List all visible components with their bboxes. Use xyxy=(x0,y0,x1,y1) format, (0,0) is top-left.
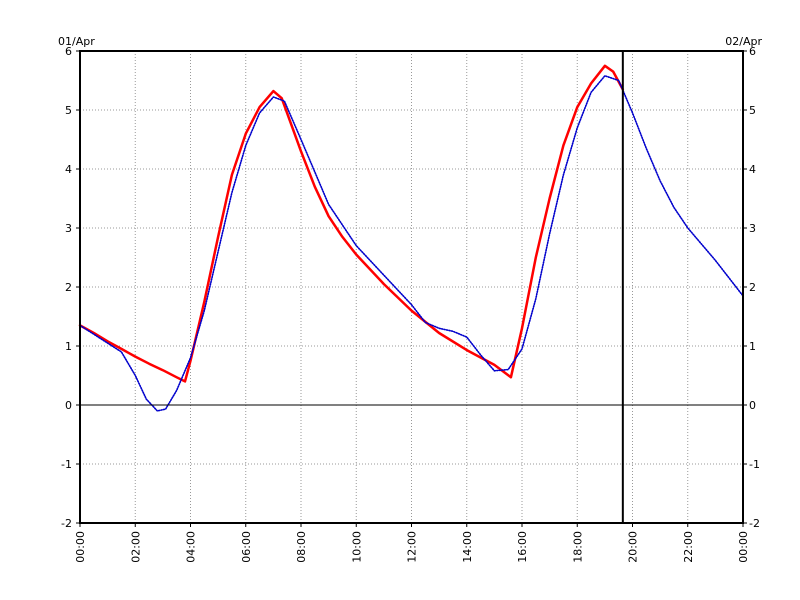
end-date-label: 02/Apr xyxy=(725,35,762,48)
x-tick-label: 22:00 xyxy=(682,531,695,563)
y-tick-label-left: 2 xyxy=(65,281,72,294)
x-tick-label: 08:00 xyxy=(295,531,308,563)
y-tick-label-left: 6 xyxy=(65,45,72,58)
y-tick-label-right: 6 xyxy=(749,45,756,58)
y-tick-label-right: 3 xyxy=(749,222,756,235)
x-tick-label: 00:00 xyxy=(737,531,750,563)
y-tick-label-right: -2 xyxy=(749,517,760,530)
y-tick-label-right: 2 xyxy=(749,281,756,294)
x-tick-label: 14:00 xyxy=(461,531,474,563)
x-tick-label: 02:00 xyxy=(129,531,142,563)
y-tick-label-right: 1 xyxy=(749,340,756,353)
y-tick-label-left: 3 xyxy=(65,222,72,235)
y-tick-label-left: 4 xyxy=(65,163,72,176)
plot-frame xyxy=(79,50,744,524)
x-tick-label: 04:00 xyxy=(185,531,198,563)
series-line-solid xyxy=(78,64,625,383)
axis-layer xyxy=(76,50,747,527)
x-tick-label: 06:00 xyxy=(240,531,253,563)
x-tick-label: 18:00 xyxy=(571,531,584,563)
series-layer xyxy=(78,64,744,412)
x-tick-label: 20:00 xyxy=(627,531,640,563)
start-date-label: 01/Apr xyxy=(58,35,95,48)
y-tick-label-right: -1 xyxy=(749,458,760,471)
y-tick-label-left: 0 xyxy=(65,399,72,412)
x-tick-label: 12:00 xyxy=(406,531,419,563)
label-layer: -2 -2 -1 -1 0 0 1 1 2 2 3 3 4 4 5 5 6 6 00:00 02:00 04:00 06:… xyxy=(61,45,760,563)
y-tick-label-left: -1 xyxy=(61,458,72,471)
y-tick-label-right: 5 xyxy=(749,104,756,117)
y-tick-label-right: 4 xyxy=(749,163,756,176)
x-tick-label: 10:00 xyxy=(350,531,363,563)
y-tick-label-right: 0 xyxy=(749,399,756,412)
y-tick-label-left: 5 xyxy=(65,104,72,117)
x-tick-label: 00:00 xyxy=(74,531,87,563)
x-tick-label: 16:00 xyxy=(516,531,529,563)
y-tick-label-left: 1 xyxy=(65,340,72,353)
series-line-dotted xyxy=(79,75,744,412)
grid-layer xyxy=(80,51,743,523)
y-tick-label-left: -2 xyxy=(61,517,72,530)
